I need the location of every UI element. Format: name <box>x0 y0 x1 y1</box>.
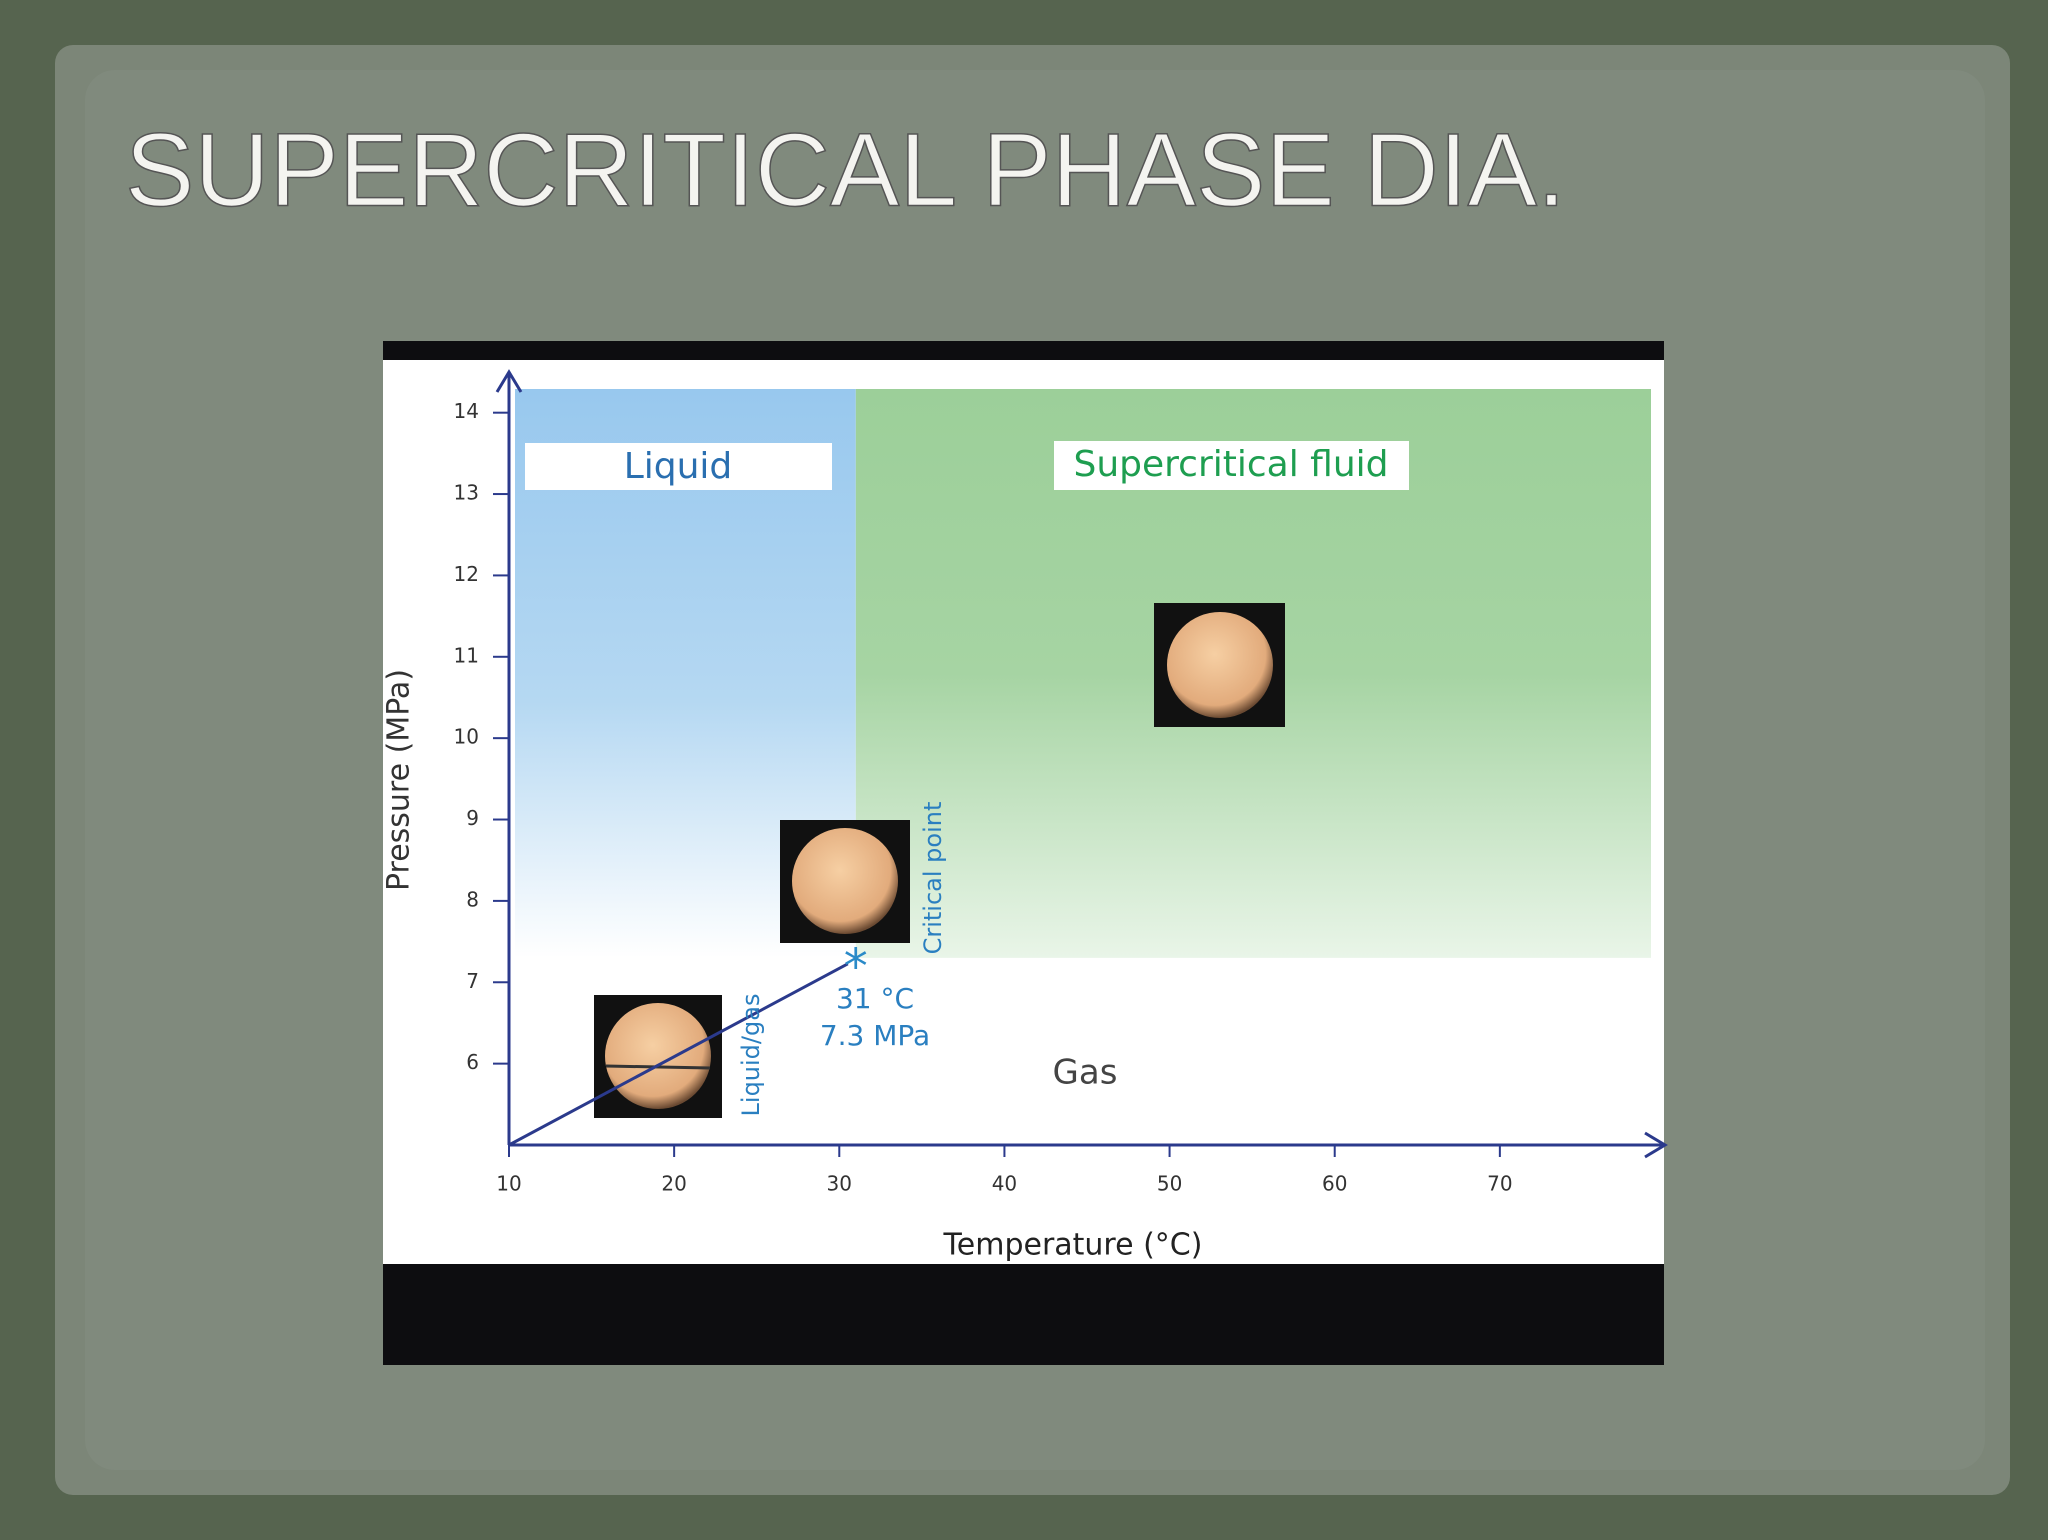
supercritical-label: Supercritical fluid <box>1073 444 1388 485</box>
photo-sample <box>605 1003 711 1109</box>
x-tick-label: 30 <box>827 1172 852 1196</box>
y-tick-label: 9 <box>466 806 479 830</box>
x-tick-label: 20 <box>661 1172 686 1196</box>
liquid-label-box <box>525 443 832 490</box>
y-tick-label: 10 <box>454 725 479 749</box>
x-tick-label: 60 <box>1322 1172 1347 1196</box>
supercritical-label-box <box>1054 441 1409 490</box>
y-tick-label: 13 <box>454 481 479 505</box>
x-axis-label: Temperature (°C) <box>943 1228 1203 1263</box>
y-axis-label: Pressure (MPa) <box>382 669 417 891</box>
critical-temp-label: 31 °C <box>836 982 914 1015</box>
critical-point-marker: * <box>844 939 868 995</box>
y-tick-label: 8 <box>466 887 479 911</box>
gas-label: Gas <box>1053 1053 1118 1093</box>
critical-pressure-label: 7.3 MPa <box>820 1019 930 1052</box>
photo-sample <box>1167 612 1273 718</box>
y-tick-label: 6 <box>466 1050 479 1074</box>
y-tick-label: 12 <box>454 562 479 586</box>
liquid-gas-line <box>508 962 849 1147</box>
y-tick-label: 7 <box>466 969 479 993</box>
liquid-gas-label: Liquid/gas <box>737 994 765 1117</box>
photo-sample <box>792 828 898 934</box>
x-tick-label: 50 <box>1157 1172 1182 1196</box>
x-tick-label: 40 <box>992 1172 1017 1196</box>
y-tick-label: 14 <box>454 399 479 423</box>
liquid-label: Liquid <box>624 446 733 487</box>
slide-title: SUPERCRITICAL PHASE DIA. <box>125 112 1566 228</box>
labels: *31 °C 7.3 MPa Liquid/gas Critical point Liq… <box>508 441 1409 1147</box>
x-tick-label: 70 <box>1487 1172 1512 1196</box>
y-tick-label: 11 <box>454 643 479 667</box>
y-axis-arrow <box>495 369 523 393</box>
photos <box>594 603 1285 1118</box>
critical-point-label: Critical point <box>919 802 947 955</box>
x-tick-label: 10 <box>496 1172 521 1196</box>
x-axis-arrow <box>1644 1131 1668 1159</box>
